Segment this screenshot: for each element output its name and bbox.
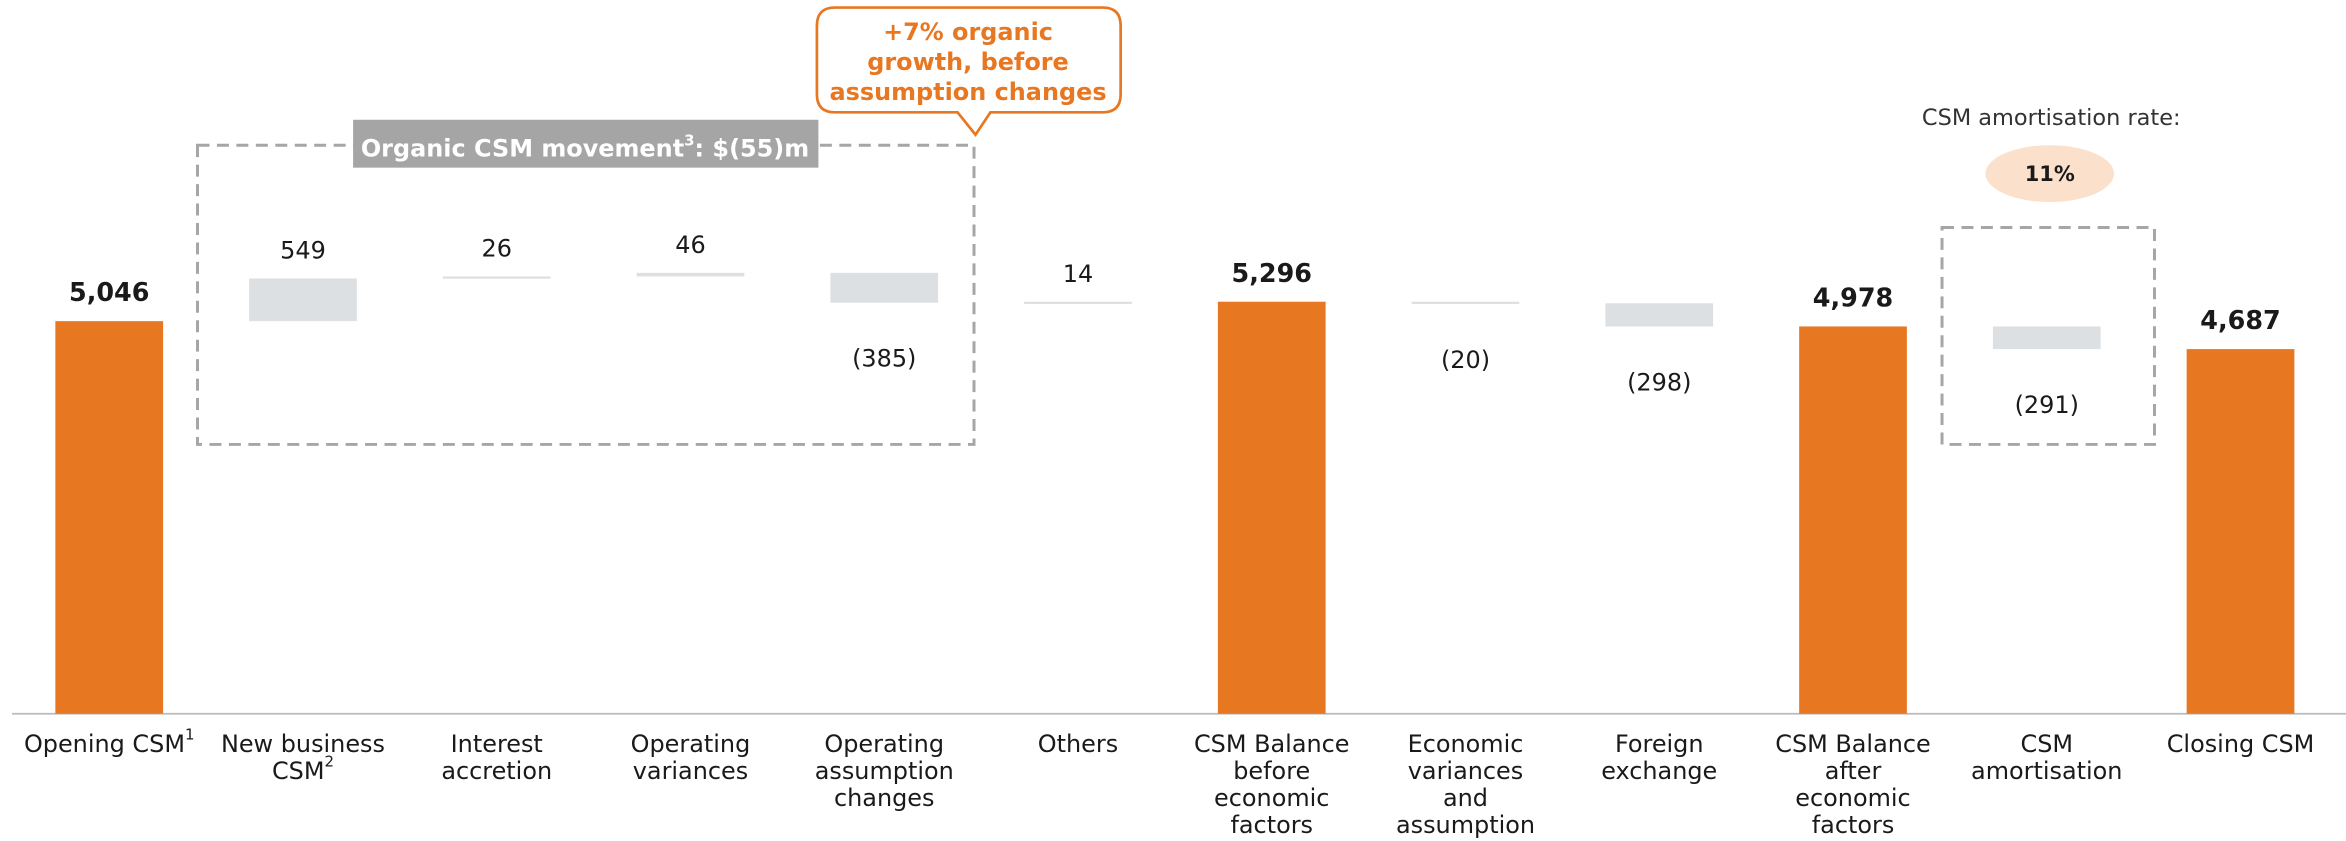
category-label: CSM amortisation	[1971, 730, 2122, 785]
category-line: before	[1233, 757, 1310, 785]
category-line: Operating	[631, 730, 751, 758]
category-line: variances	[633, 757, 748, 785]
value-label: 549	[280, 237, 326, 265]
category-label: Foreign exchange	[1601, 730, 1717, 785]
value-label: (20)	[1441, 346, 1490, 374]
value-label: 4,978	[1813, 283, 1893, 313]
category-line: Interest	[451, 730, 543, 758]
value-label: (385)	[852, 345, 916, 373]
category-line: CSM	[272, 757, 325, 785]
value-label: (291)	[2015, 391, 2079, 419]
category-label: Operating assumption changes	[815, 730, 954, 812]
footnote: 1	[185, 725, 195, 743]
callout-box	[815, 6, 1122, 138]
category-label: New business CSM2	[221, 730, 385, 785]
delta-bar	[1024, 301, 1132, 304]
category-line: factors	[1230, 811, 1313, 839]
category-line: assumption	[1396, 811, 1535, 839]
category-line: exchange	[1601, 757, 1717, 785]
value-label: 4,687	[2200, 305, 2280, 335]
delta-bar	[1605, 303, 1714, 327]
category-label: CSM Balance after economic factors	[1775, 730, 1931, 839]
rate-badge	[1985, 145, 2115, 203]
category-line: variances	[1408, 757, 1523, 785]
category-line: economic	[1795, 784, 1910, 812]
delta-bar	[830, 272, 939, 303]
category-label: Operating variances	[631, 730, 751, 785]
callout-text: growth, before	[867, 48, 1069, 76]
footnote: 2	[324, 752, 334, 770]
organic-note: 3	[684, 131, 694, 149]
amortisation-rate: 11%	[2025, 162, 2075, 186]
value-label: 14	[1063, 260, 1093, 288]
category-line: economic	[1214, 784, 1329, 812]
callout-text: +7% organic	[883, 18, 1053, 46]
organic-banner-text: Organic CSM movement3: $(55)m	[361, 131, 809, 162]
category-label: CSM Balance before economic factors	[1194, 730, 1350, 839]
category-line: factors	[1812, 811, 1895, 839]
value-label: (298)	[1627, 368, 1691, 396]
value-label: 46	[675, 231, 705, 259]
category-line: and	[1443, 784, 1488, 812]
organic-banner	[353, 119, 819, 168]
category-line: Closing CSM	[2167, 730, 2315, 758]
category-line: Others	[1038, 730, 1118, 758]
amortisation-rate-label: CSM amortisation rate:	[1922, 105, 2181, 131]
organic-value: : $(55)m	[695, 135, 810, 163]
category-line: Operating	[824, 730, 944, 758]
value-label: 26	[482, 234, 512, 262]
category-label: Opening CSM1	[24, 725, 195, 758]
callout-text: assumption changes	[829, 78, 1106, 106]
delta-bar	[249, 278, 357, 322]
organic-label: Organic CSM movement	[361, 135, 684, 163]
category-line: Economic	[1408, 730, 1524, 758]
delta-bar	[636, 272, 745, 277]
category-label: Closing CSM	[2167, 730, 2315, 758]
delta-bar	[1411, 301, 1520, 304]
category-line: after	[1825, 757, 1882, 785]
category-line: changes	[834, 784, 935, 812]
category-line: accretion	[441, 757, 552, 785]
category-label: Economicvariancesandassumptionchange	[1396, 730, 1535, 841]
category-line: CSM	[2020, 730, 2073, 758]
category-line: Opening CSM	[24, 730, 185, 758]
category-line: CSM Balance	[1194, 730, 1350, 758]
category-line: amortisation	[1971, 757, 2122, 785]
total-bar	[1799, 326, 1907, 714]
category-label: Others	[1038, 730, 1118, 758]
category-line: New business	[221, 730, 385, 758]
total-bar	[2186, 349, 2295, 714]
delta-bar	[442, 276, 551, 279]
category-line: Foreign	[1615, 730, 1704, 758]
delta-bar	[1992, 326, 2101, 350]
category-label: Interest accretion	[441, 730, 552, 785]
category-line: assumption	[815, 757, 954, 785]
total-bar	[1217, 301, 1326, 714]
category-line: change	[1421, 838, 1509, 841]
amortisation-box	[1940, 225, 2156, 446]
value-label: 5,296	[1232, 258, 1312, 288]
category-line: CSM Balance	[1775, 730, 1931, 758]
value-label: 5,046	[69, 277, 149, 307]
total-bar	[55, 321, 164, 714]
